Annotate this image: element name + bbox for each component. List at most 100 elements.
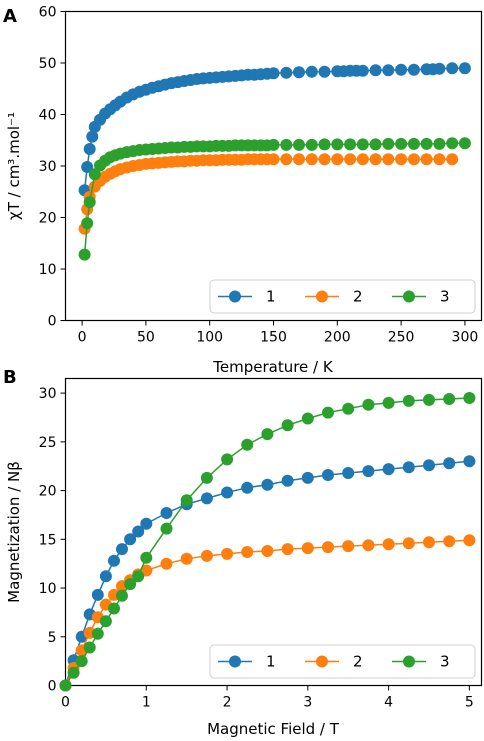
data-point	[108, 554, 120, 567]
data-point	[443, 457, 456, 470]
data-point	[124, 533, 137, 546]
data-point	[342, 540, 355, 553]
y-tick-label: 25	[39, 435, 57, 451]
panel-a-legend: 1 2 3	[209, 279, 476, 314]
data-point	[221, 486, 234, 499]
legend-label: 3	[440, 288, 450, 306]
data-point	[81, 161, 94, 173]
panel-b-ticks: 0 1 2 3 4 5 0 5 10 15 20 25 30	[39, 386, 474, 710]
data-point	[433, 62, 446, 75]
data-point	[342, 402, 355, 415]
data-point	[99, 615, 112, 628]
series-1	[78, 62, 471, 197]
data-point	[200, 492, 213, 505]
data-point	[241, 481, 254, 494]
data-point	[261, 545, 274, 557]
data-point	[75, 655, 88, 668]
legend-label: 1	[266, 288, 276, 306]
data-point	[281, 543, 294, 556]
x-tick-label: 1	[142, 695, 151, 711]
panel-b-series-group	[59, 392, 476, 692]
data-point	[344, 153, 357, 166]
data-point	[108, 602, 120, 615]
data-point	[423, 536, 435, 549]
data-point	[369, 153, 382, 166]
x-tick-label: 150	[260, 330, 287, 346]
y-tick-label: 0	[48, 314, 57, 330]
data-point	[458, 137, 471, 150]
data-point	[267, 153, 280, 166]
data-point	[160, 557, 173, 570]
data-point	[446, 62, 459, 75]
data-point	[382, 153, 395, 166]
panel-a-temperature-chart: A 0 50 100 150 200 250 300 0 10 20 30 40 50 60 Temper…	[3, 5, 483, 376]
legend-label: 1	[266, 653, 276, 671]
data-point	[88, 168, 101, 181]
data-point	[261, 428, 274, 441]
data-point	[463, 455, 476, 468]
y-tick-label: 30	[39, 386, 57, 402]
legend-marker	[316, 655, 328, 668]
data-point	[301, 412, 314, 425]
data-point	[281, 474, 294, 487]
data-point	[200, 471, 213, 484]
data-point	[463, 392, 476, 404]
data-point	[420, 137, 433, 150]
x-tick-label: 0	[61, 695, 70, 711]
data-point	[395, 137, 408, 150]
panel-a-y-axis-label: χT / cm³.mol⁻¹	[5, 112, 23, 220]
data-point	[91, 588, 104, 601]
data-point	[91, 627, 104, 640]
data-point	[318, 153, 331, 166]
data-point	[180, 552, 193, 565]
data-point	[342, 467, 355, 479]
x-tick-label: 3	[303, 695, 312, 711]
data-point	[420, 153, 433, 166]
y-tick-label: 60	[39, 5, 57, 21]
legend-label: 2	[353, 653, 363, 671]
y-tick-label: 20	[39, 211, 57, 227]
panel-b-legend: 1 2 3	[209, 644, 476, 679]
data-point	[356, 138, 369, 151]
data-point	[67, 666, 80, 679]
panel-b-plot-frame	[64, 377, 483, 687]
legend-marker	[316, 290, 328, 303]
data-point	[423, 459, 435, 472]
y-tick-label: 20	[39, 484, 57, 500]
y-tick-label: 10	[39, 581, 57, 597]
data-point	[200, 549, 213, 562]
data-point	[83, 143, 96, 155]
data-point	[446, 153, 459, 166]
data-point	[160, 507, 173, 519]
data-point	[402, 461, 415, 474]
data-point	[305, 153, 318, 166]
data-point	[116, 543, 128, 556]
data-point	[280, 138, 293, 151]
panel-b-x-axis-label: Magnetic Field / T	[207, 720, 340, 738]
x-tick-label: 200	[324, 330, 351, 346]
data-point	[407, 137, 420, 150]
data-point	[132, 525, 145, 538]
data-point	[221, 547, 234, 560]
data-point	[443, 535, 456, 548]
panel-b-y-axis-label: Magnetization / Nβ	[5, 461, 23, 603]
data-point	[322, 406, 334, 419]
data-point	[362, 398, 375, 411]
data-point	[78, 248, 91, 261]
y-tick-label: 15	[39, 532, 57, 548]
data-point	[124, 578, 137, 591]
y-tick-label: 30	[39, 159, 57, 175]
y-tick-label: 0	[48, 679, 57, 695]
data-point	[356, 64, 369, 77]
data-point	[267, 138, 280, 151]
data-point	[86, 130, 99, 143]
data-point	[132, 570, 145, 583]
data-point	[407, 63, 420, 76]
legend-marker	[229, 655, 241, 668]
data-point	[81, 217, 94, 230]
x-tick-label: 100	[196, 330, 223, 346]
x-tick-label: 0	[78, 330, 87, 346]
panel-a-series-group	[78, 62, 471, 261]
panel-a-legend-box	[209, 279, 476, 314]
panel-a-letter: A	[3, 6, 17, 27]
